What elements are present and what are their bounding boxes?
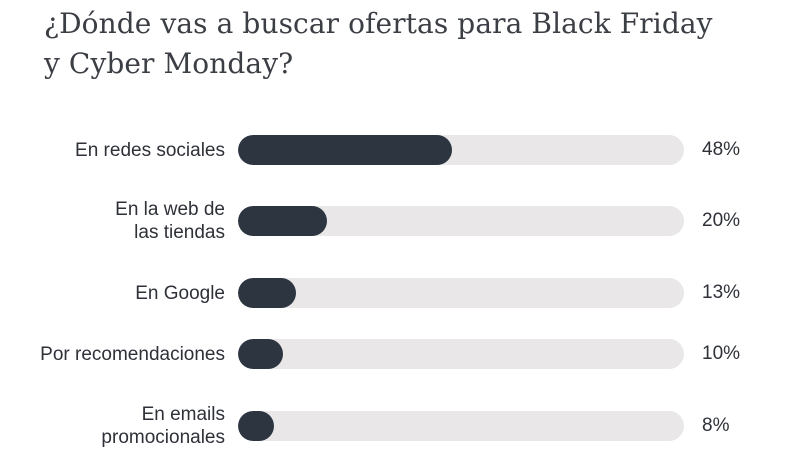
chart-title: ¿Dónde vas a buscar ofertas para Black F…	[44, 4, 784, 84]
bar-track	[238, 411, 684, 441]
category-label: En la web de las tiendas	[115, 199, 225, 243]
bar-row: En emails promocionales 8%	[0, 396, 800, 456]
chart-title-line-1: ¿Dónde vas a buscar ofertas para Black F…	[44, 7, 713, 40]
value-label: 8%	[702, 415, 730, 436]
category-label: En Google	[135, 282, 225, 304]
category-label: Por recomendaciones	[40, 343, 225, 365]
bar-track	[238, 339, 684, 369]
category-label: En emails promocionales	[101, 404, 225, 448]
value-label: 48%	[702, 139, 741, 160]
bar-fill	[238, 206, 328, 236]
bar-row: En Google 13%	[0, 263, 800, 323]
bar-track	[238, 135, 684, 165]
bar-row: Por recomendaciones 10%	[0, 324, 800, 384]
bar-fill	[238, 411, 274, 441]
value-label: 20%	[702, 210, 741, 231]
bar-row: En la web de las tiendas 20%	[0, 191, 800, 251]
bar-row: En redes sociales 48%	[0, 120, 800, 180]
bar-fill	[238, 135, 453, 165]
value-label: 10%	[702, 343, 741, 364]
bar-fill	[238, 339, 283, 369]
bar-track	[238, 278, 684, 308]
bar-fill	[238, 278, 296, 308]
category-label: En redes sociales	[75, 139, 225, 161]
value-label: 13%	[702, 282, 741, 303]
chart-title-line-2: y Cyber Monday?	[44, 47, 294, 80]
bar-track	[238, 206, 684, 236]
